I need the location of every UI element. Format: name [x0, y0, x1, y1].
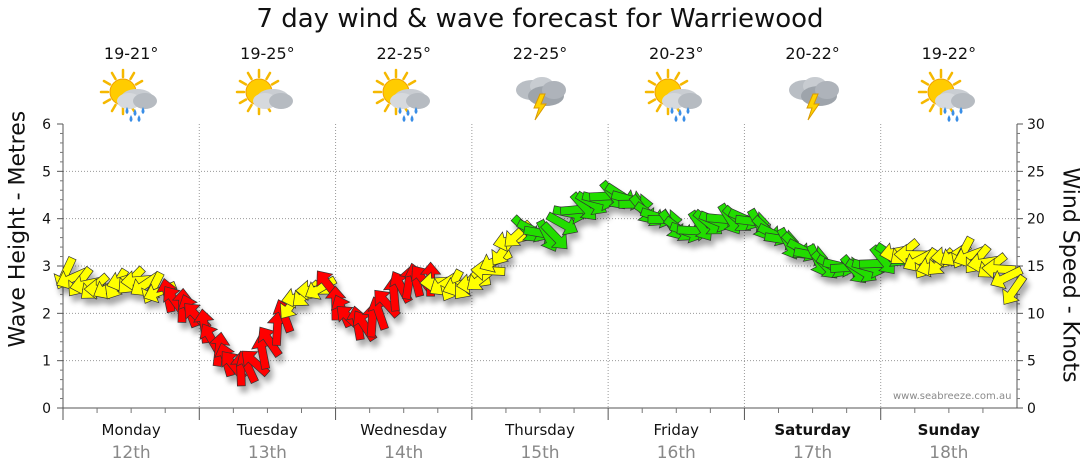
- sun-cloud-rain-icon: [372, 68, 430, 122]
- day-name: Wednesday: [360, 421, 448, 439]
- day-name: Monday: [101, 421, 161, 439]
- right-tick-label: 0: [1027, 401, 1036, 417]
- day-date: 12th: [111, 443, 151, 463]
- left-tick-label: 2: [42, 306, 51, 322]
- storm-icon: [788, 77, 839, 121]
- right-tick-label: 30: [1027, 117, 1045, 133]
- day-date: 17th: [793, 443, 833, 463]
- left-tick-label: 4: [42, 212, 51, 228]
- temperature-range: 19-21°: [103, 44, 159, 63]
- axes: 0 1 2 3 4 5 6 0 5 10 15 20 25 30: [42, 117, 1045, 420]
- sun-cloud-rain-icon: [99, 68, 158, 122]
- wind-arrow: [1002, 273, 1028, 305]
- left-tick-label: 0: [42, 401, 51, 417]
- temperature-range: 19-22°: [921, 44, 977, 63]
- wind-arrow: [540, 221, 568, 250]
- wind-arrow: [257, 326, 283, 358]
- day-date: 13th: [247, 443, 287, 463]
- temperature-range: 20-23°: [649, 44, 704, 63]
- temperature-range: 19-25°: [240, 44, 295, 63]
- wind-arrow: [893, 243, 929, 266]
- storm-icon: [516, 77, 566, 121]
- temperature-range: 22-25°: [512, 44, 568, 63]
- left-tick-label: 6: [42, 117, 51, 133]
- right-tick-label: 15: [1027, 259, 1045, 275]
- left-tick-label: 5: [42, 164, 51, 180]
- left-tick-label: 3: [42, 259, 51, 275]
- day-name: Friday: [653, 421, 700, 439]
- wind-arrow: [545, 211, 579, 236]
- day-date: 16th: [656, 443, 696, 463]
- temperature-range: 20-22°: [785, 44, 840, 63]
- wind-arrow: [990, 265, 1024, 290]
- y-axis-left-label: Wave Height - Metres: [5, 110, 31, 348]
- left-tick-label: 1: [42, 354, 51, 370]
- right-tick-label: 5: [1027, 354, 1036, 370]
- watermark: www.seabreeze.com.au: [893, 391, 1012, 402]
- day-date: 18th: [929, 443, 969, 463]
- y-axis-right-label: Wind Speed - Knots: [1057, 167, 1080, 383]
- chart-title: 7 day wind & wave forecast for Warriewoo…: [256, 4, 824, 34]
- sun-cloud-icon: [236, 68, 294, 116]
- day-name: Saturday: [774, 421, 851, 439]
- day-name: Sunday: [917, 421, 981, 439]
- sun-cloud-rain-icon: [645, 68, 703, 122]
- right-tick-label: 25: [1027, 164, 1045, 180]
- right-tick-label: 10: [1027, 306, 1045, 322]
- sun-cloud-rain-icon: [917, 68, 975, 122]
- wind-arrow: [981, 257, 1017, 280]
- day-name: Thursday: [505, 421, 575, 439]
- temperature-range: 22-25°: [376, 44, 431, 63]
- day-date: 15th: [520, 443, 560, 463]
- wind-arrow-series: [53, 179, 1028, 387]
- right-tick-label: 20: [1027, 212, 1045, 228]
- day-name: Tuesday: [236, 421, 298, 439]
- day-date: 14th: [384, 443, 424, 463]
